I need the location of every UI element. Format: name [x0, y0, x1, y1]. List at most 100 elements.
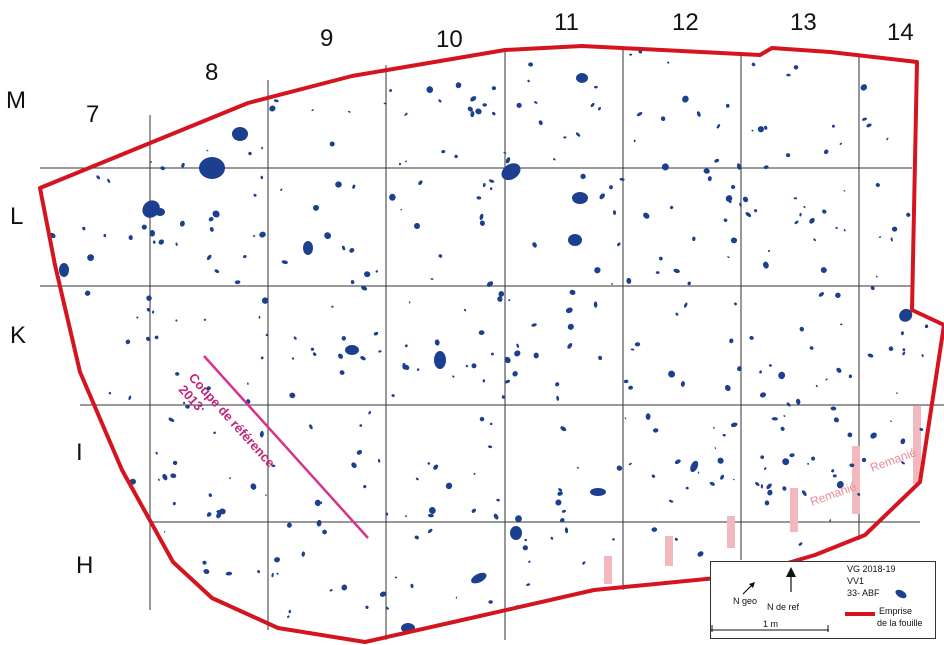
artifact	[337, 353, 344, 359]
legend-title-2: VV1	[847, 576, 865, 586]
artifact	[763, 165, 769, 170]
artifact	[709, 481, 715, 486]
artifact	[229, 477, 231, 480]
artifact	[832, 474, 837, 478]
artifact	[875, 275, 878, 278]
artifact	[253, 193, 257, 197]
artifact	[919, 427, 924, 431]
artifact	[471, 572, 487, 584]
col-label: 13	[790, 9, 817, 36]
artifact	[786, 402, 791, 407]
artifact	[141, 224, 147, 230]
row-label: L	[10, 203, 23, 230]
artifact	[612, 210, 617, 215]
artifact	[324, 232, 332, 239]
artifact	[725, 195, 733, 202]
artifact	[175, 319, 178, 322]
artifact	[293, 336, 297, 340]
artifact	[902, 348, 906, 352]
artifact	[801, 490, 807, 496]
artifact	[839, 142, 843, 145]
artifact	[653, 428, 659, 433]
artifact	[471, 363, 477, 369]
artifact	[560, 518, 565, 523]
artifact	[617, 242, 621, 247]
artifact	[503, 151, 507, 154]
artifact	[687, 281, 691, 286]
artifact	[146, 295, 152, 301]
artifact	[782, 458, 790, 466]
artifact	[208, 216, 214, 222]
artifact	[213, 431, 216, 435]
artifact	[598, 355, 603, 361]
artifact	[257, 570, 261, 574]
artifact	[660, 116, 666, 122]
artifact	[669, 205, 674, 210]
artifact	[717, 457, 724, 464]
artifact	[522, 545, 528, 551]
artifact	[339, 370, 345, 375]
artifact	[488, 179, 495, 183]
artifact	[203, 568, 210, 575]
artifact	[724, 384, 731, 392]
artifact	[361, 285, 368, 291]
artifact	[771, 417, 778, 421]
artifact	[207, 512, 212, 517]
artifact	[232, 127, 248, 141]
artifact	[789, 453, 795, 458]
emprise-label-2: de la fouille	[877, 618, 923, 628]
artifact	[673, 268, 680, 274]
artifact	[661, 163, 669, 171]
artifact	[488, 600, 493, 604]
artifact	[314, 499, 321, 507]
artifact	[751, 62, 756, 67]
artifact	[768, 364, 772, 367]
artifact	[594, 267, 601, 274]
artifact	[870, 432, 877, 439]
artifact	[497, 296, 503, 302]
artifact	[158, 239, 165, 245]
col-label: 12	[672, 9, 699, 36]
artifact	[389, 89, 393, 92]
artifact	[568, 234, 582, 246]
artifact	[493, 513, 499, 520]
artifact	[470, 96, 477, 102]
artifact	[891, 226, 898, 232]
artifact	[427, 513, 434, 518]
scale-bar	[711, 625, 829, 632]
artifact	[476, 196, 482, 200]
artifact	[219, 508, 226, 515]
artifact	[505, 157, 511, 164]
artifact	[567, 343, 573, 349]
artifact	[831, 469, 835, 473]
artifact	[843, 228, 846, 232]
artifact	[288, 609, 292, 614]
north-geo-label: N geo	[733, 596, 758, 606]
artifact	[489, 187, 493, 191]
artifact	[532, 242, 537, 248]
artifact	[628, 462, 632, 466]
artifact	[902, 351, 906, 356]
artifact	[310, 347, 315, 351]
artifact	[714, 158, 720, 163]
artifact	[531, 323, 537, 327]
artifact	[206, 386, 211, 391]
artifact	[441, 149, 446, 154]
artifact	[465, 364, 469, 368]
legend-title-1: VG 2018-19	[847, 564, 896, 574]
artifact	[271, 572, 274, 578]
artifact	[793, 197, 798, 200]
artifact	[274, 557, 280, 563]
artifact	[488, 445, 493, 449]
artifact	[289, 392, 296, 399]
artifact	[799, 212, 802, 217]
artifact	[322, 529, 327, 535]
artifact	[389, 193, 396, 201]
artifact	[730, 422, 738, 428]
artifact	[745, 212, 752, 218]
artifact	[385, 606, 389, 610]
artifact	[248, 151, 252, 156]
artifact	[269, 105, 276, 112]
artifact	[260, 175, 264, 180]
col-label: 14	[887, 19, 914, 46]
